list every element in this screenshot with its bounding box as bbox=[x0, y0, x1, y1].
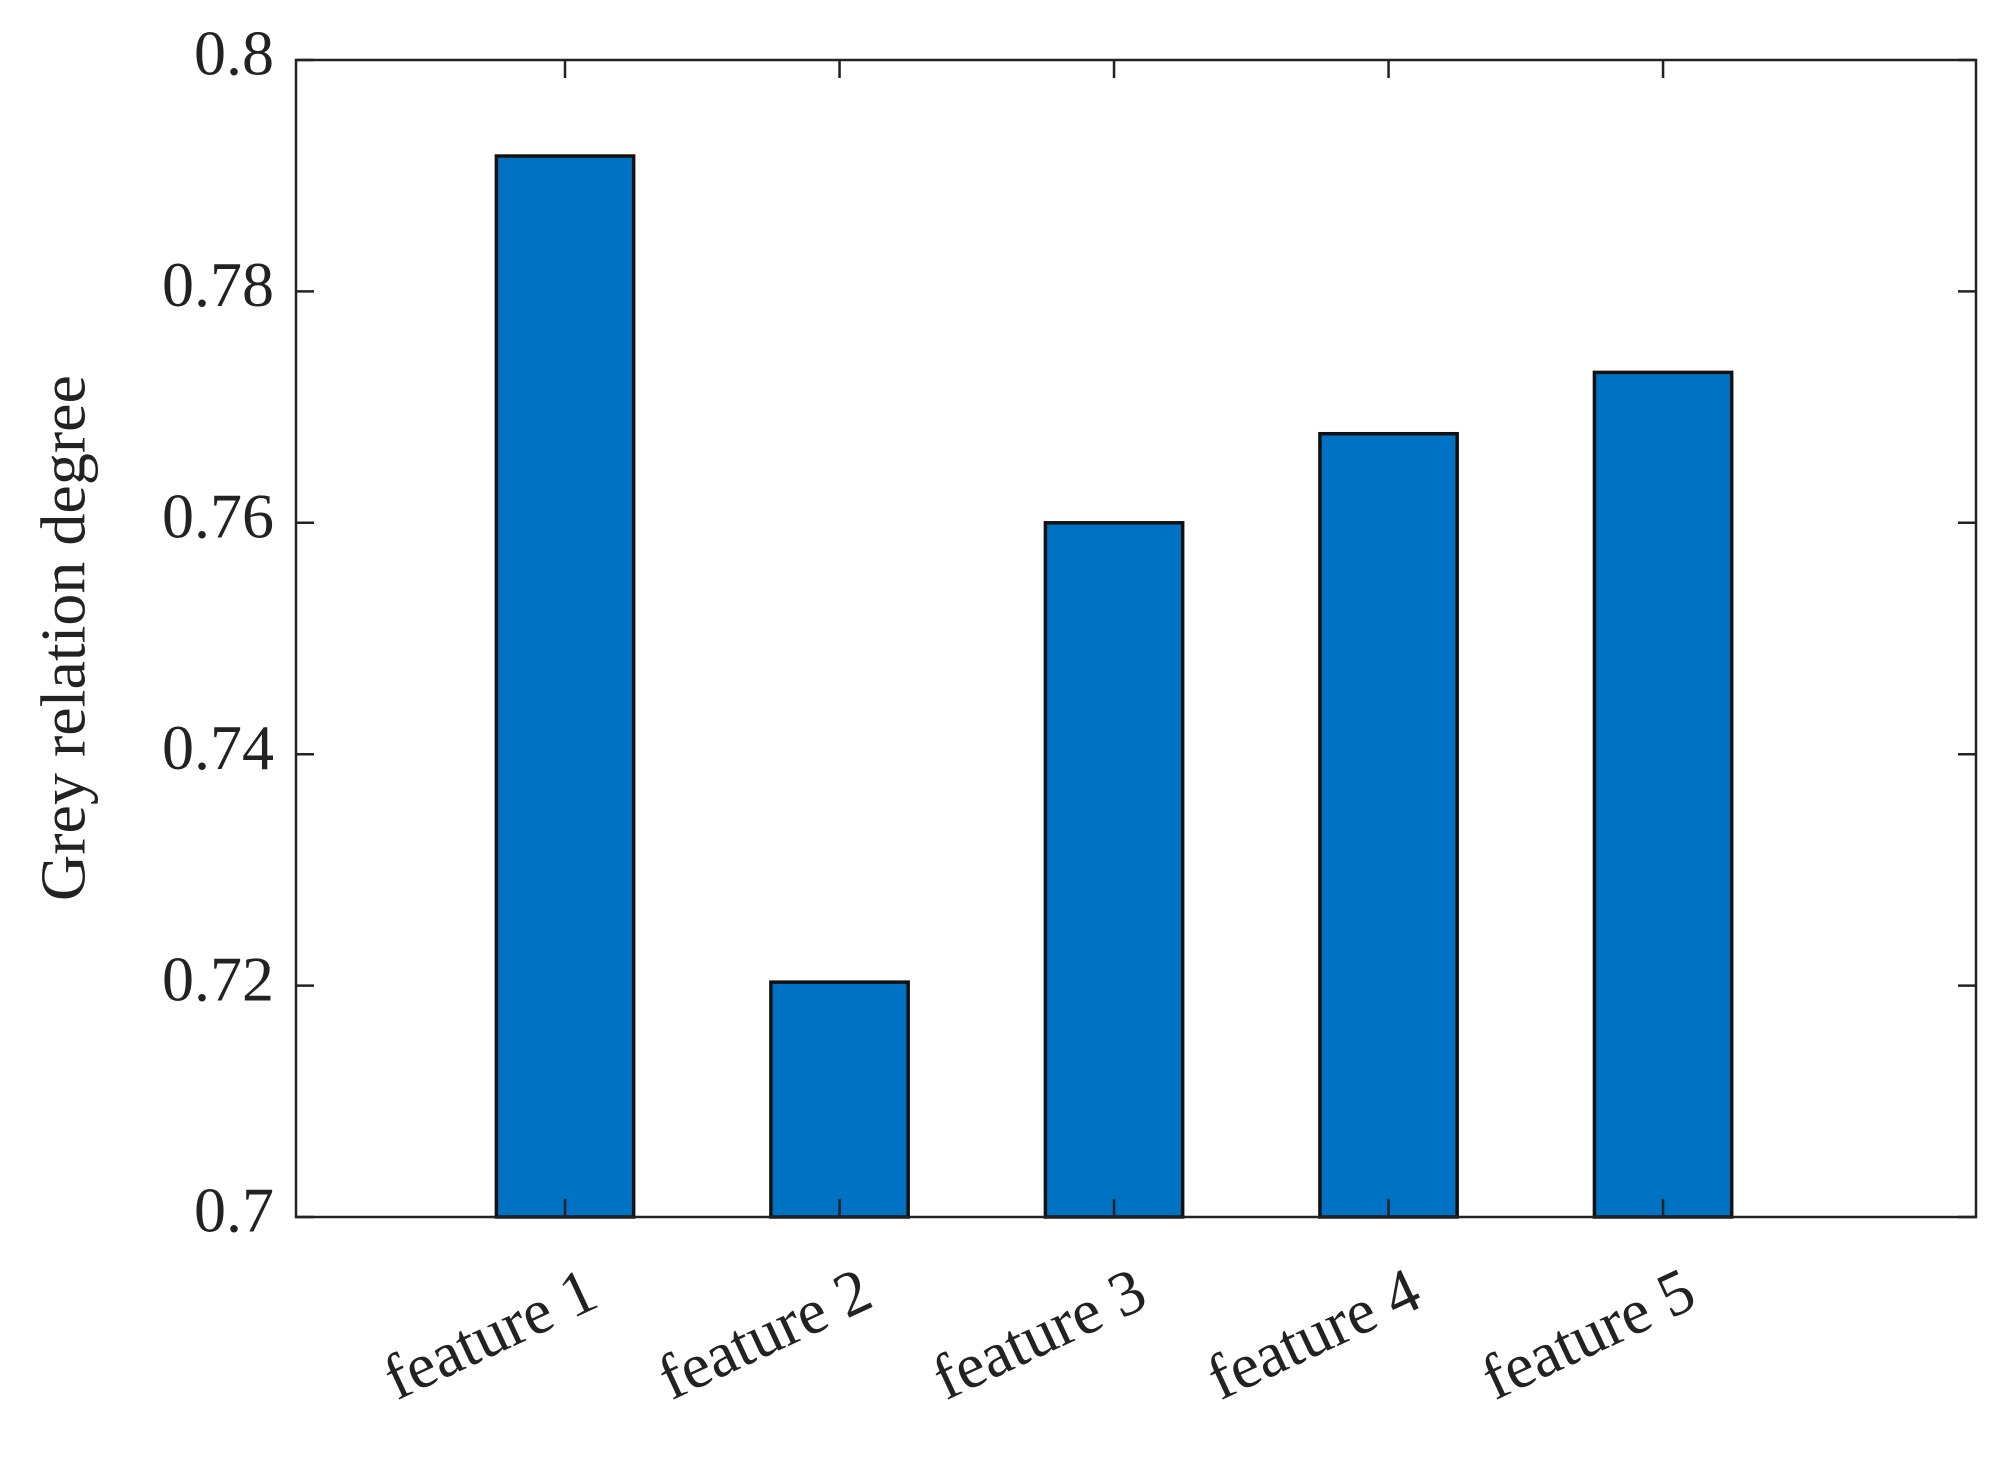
bar bbox=[769, 980, 910, 1219]
x-tick-label: feature 3 bbox=[922, 1254, 1156, 1414]
y-tick-label: 0.78 bbox=[162, 249, 274, 320]
bar bbox=[1043, 521, 1185, 1219]
y-tick-label: 0.76 bbox=[162, 480, 274, 551]
bar bbox=[1592, 370, 1734, 1219]
y-axis-label: Grey relation degree bbox=[28, 375, 99, 901]
y-tick-label: 0.8 bbox=[194, 18, 274, 89]
y-tick-label: 0.72 bbox=[162, 943, 274, 1014]
bar bbox=[494, 154, 636, 1219]
x-tick-label: feature 2 bbox=[647, 1254, 881, 1414]
axes-frame bbox=[294, 58, 1978, 1219]
x-tick-label: feature 1 bbox=[373, 1254, 607, 1414]
x-tick-label: feature 4 bbox=[1196, 1254, 1430, 1414]
y-tick-label: 0.7 bbox=[194, 1175, 274, 1246]
y-tick-label: 0.74 bbox=[162, 712, 274, 783]
x-tick-label: feature 5 bbox=[1471, 1254, 1705, 1414]
bar bbox=[1318, 431, 1459, 1219]
